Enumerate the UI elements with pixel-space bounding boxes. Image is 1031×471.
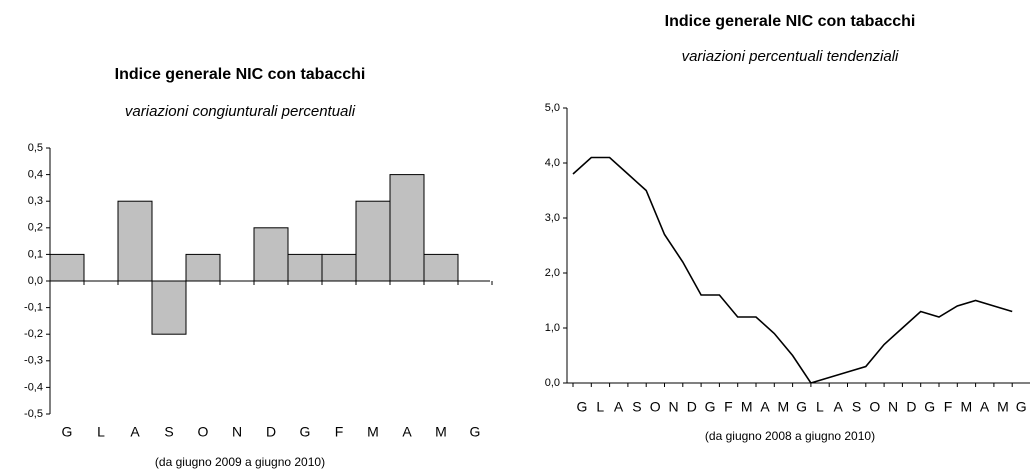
x-tick-label: S: [164, 424, 173, 440]
x-tick-label: D: [906, 399, 916, 415]
y-tick-label: -0,4: [24, 381, 43, 393]
x-tick-label: A: [980, 399, 990, 415]
x-tick-label: F: [944, 399, 953, 415]
x-tick-label: N: [232, 424, 242, 440]
bar: [389, 174, 425, 282]
x-tick-label: M: [435, 424, 447, 440]
x-tick-label: F: [724, 399, 733, 415]
x-tick-label: N: [888, 399, 898, 415]
y-tick-label: 5,0: [545, 102, 560, 114]
x-tick-label: O: [198, 424, 209, 440]
bar: [423, 253, 459, 282]
bar: [117, 200, 153, 282]
y-tick-label: 0,2: [28, 222, 43, 234]
bar: [151, 280, 187, 335]
y-tick-label: 0,0: [545, 377, 560, 389]
x-tick-label: L: [97, 424, 105, 440]
y-tick-label: 0,0: [28, 275, 43, 287]
chart-subtitle: variazioni congiunturali percentuali: [125, 103, 356, 120]
x-tick-label: G: [577, 399, 588, 415]
x-tick-label: M: [777, 399, 789, 415]
bar: [49, 253, 85, 282]
y-tick-label: 4,0: [545, 157, 560, 169]
line-series: [572, 156, 1013, 384]
chart-title: Indice generale NIC con tabacchi: [665, 13, 916, 30]
bar: [253, 227, 289, 282]
chart-title: Indice generale NIC con tabacchi: [115, 66, 366, 83]
x-tick-label: A: [760, 399, 770, 415]
x-tick-label: G: [705, 399, 716, 415]
x-tick-label: M: [367, 424, 379, 440]
x-tick-label: D: [687, 399, 697, 415]
y-tick-label: 0,5: [28, 142, 43, 154]
x-tick-label: D: [266, 424, 276, 440]
x-tick-label: G: [924, 399, 935, 415]
y-tick-label: -0,5: [24, 408, 43, 420]
x-tick-label: M: [997, 399, 1009, 415]
y-tick-label: -0,3: [24, 355, 43, 367]
x-tick-label: O: [869, 399, 880, 415]
bar: [321, 253, 357, 282]
x-tick-label: F: [335, 424, 344, 440]
y-tick-label: 1,0: [545, 322, 560, 334]
x-tick-label: L: [596, 399, 604, 415]
x-tick-label: A: [834, 399, 844, 415]
x-tick-label: G: [1016, 399, 1027, 415]
x-tick-label: M: [960, 399, 972, 415]
x-axis-label: (da giugno 2008 a giugno 2010): [705, 429, 875, 443]
x-tick-label: G: [62, 424, 73, 440]
y-tick-label: 2,0: [545, 267, 560, 279]
x-tick-label: A: [402, 424, 412, 440]
x-tick-label: N: [668, 399, 678, 415]
chart-subtitle: variazioni percentuali tendenziali: [682, 48, 899, 65]
y-tick-label: 0,4: [28, 169, 43, 181]
y-tick-label: 3,0: [545, 212, 560, 224]
x-tick-label: S: [852, 399, 861, 415]
x-tick-label: A: [614, 399, 624, 415]
y-tick-label: -0,1: [24, 302, 43, 314]
y-tick-label: 0,3: [28, 195, 43, 207]
bar: [355, 200, 391, 282]
x-tick-label: G: [300, 424, 311, 440]
y-tick-label: -0,2: [24, 328, 43, 340]
x-tick-label: M: [741, 399, 753, 415]
x-tick-label: O: [650, 399, 661, 415]
bar: [287, 253, 323, 282]
bar: [185, 253, 221, 282]
x-tick-label: L: [816, 399, 824, 415]
x-tick-label: G: [470, 424, 481, 440]
x-tick-label: A: [130, 424, 140, 440]
y-tick-label: 0,1: [28, 248, 43, 260]
x-axis-label: (da giugno 2009 a giugno 2010): [155, 455, 325, 469]
x-tick-label: G: [796, 399, 807, 415]
x-tick-label: S: [632, 399, 641, 415]
